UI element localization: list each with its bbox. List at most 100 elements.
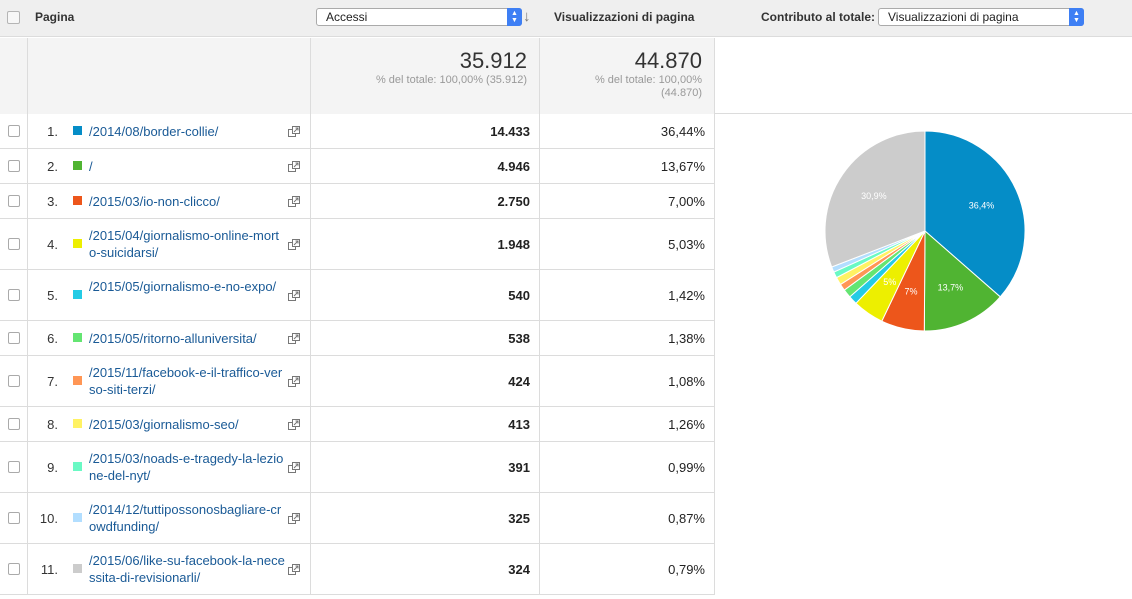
table-row: 11. /2015/06/like-su-facebook-la-necessit… <box>0 544 715 595</box>
pageviews-column-header[interactable]: Visualizzazioni di pagina <box>554 10 695 24</box>
table-row: 4. /2015/04/giornalismo-online-morto-suic… <box>0 219 715 270</box>
pageviews-percent: 7,00% <box>668 194 705 209</box>
page-link[interactable]: /2014/08/border-collie/ <box>89 124 219 139</box>
open-external-icon[interactable] <box>288 376 300 387</box>
sort-down-icon[interactable]: ↓ <box>523 8 531 25</box>
contribution-pie-chart: 36,4% 13,7% 7% 5% 30,9% <box>824 130 1026 332</box>
row-checkbox[interactable] <box>8 461 20 473</box>
row-checkbox[interactable] <box>8 195 20 207</box>
page-column-header[interactable]: Pagina <box>35 10 75 24</box>
pie-slice[interactable] <box>924 130 1026 298</box>
pie-slice-label: 7% <box>905 286 918 296</box>
color-swatch <box>73 196 82 205</box>
page-link[interactable]: /2014/12/tuttipossonosbagliare-crowdfund… <box>89 502 282 534</box>
row-number: 11. <box>40 562 58 577</box>
row-checkbox[interactable] <box>8 332 20 344</box>
row-checkbox[interactable] <box>8 512 20 524</box>
contribution-select[interactable]: Visualizzazioni di pagina ▲ ▼ <box>878 8 1084 26</box>
table-row: 8. /2015/03/giornalismo-seo/413 1,26% <box>0 407 715 442</box>
page-link[interactable]: /2015/05/giornalismo-e-no-expo/ <box>89 279 277 294</box>
pageviews-percent: 0,79% <box>668 562 705 577</box>
open-external-icon[interactable] <box>288 126 300 137</box>
pageviews-percent: 1,42% <box>668 288 705 303</box>
row-checkbox[interactable] <box>8 289 20 301</box>
row-number: 10. <box>39 511 58 526</box>
row-number: 4. <box>47 237 58 252</box>
table-row: 6. /2015/05/ritorno-alluniversita/538 1,38… <box>0 321 715 356</box>
open-external-icon[interactable] <box>288 196 300 207</box>
page-link[interactable]: /2015/03/giornalismo-seo/ <box>89 417 239 432</box>
color-swatch <box>73 564 82 573</box>
row-checkbox[interactable] <box>8 160 20 172</box>
row-number: 1. <box>47 124 58 139</box>
row-number: 6. <box>47 331 58 346</box>
contribution-select-value: Visualizzazioni di pagina <box>888 10 1019 24</box>
table-row: 5. /2015/05/giornalismo-e-no-expo/540 1,42… <box>0 270 715 321</box>
page-link[interactable]: /2015/04/giornalismo-online-morto-suicid… <box>89 228 280 260</box>
table-header: Pagina Accessi ▲ ▼ ↓ Visualizzazioni di p… <box>0 0 1132 37</box>
pageviews-percent: 1,38% <box>668 331 705 346</box>
accessi-value: 424 <box>508 374 530 389</box>
row-checkbox[interactable] <box>8 375 20 387</box>
page-link[interactable]: /2015/03/io-non-clicco/ <box>89 194 220 209</box>
row-number: 7. <box>47 374 58 389</box>
open-external-icon[interactable] <box>288 419 300 430</box>
row-number: 3. <box>47 194 58 209</box>
row-checkbox[interactable] <box>8 125 20 137</box>
color-swatch <box>73 333 82 342</box>
row-number: 8. <box>47 417 58 432</box>
accessi-value: 324 <box>508 562 530 577</box>
pie-slice-label: 5% <box>883 277 896 287</box>
pageviews-percent: 0,99% <box>668 460 705 475</box>
page-link[interactable]: /2015/11/facebook-e-il-traffico-verso-si… <box>89 365 283 397</box>
accessi-value: 1.948 <box>497 237 530 252</box>
open-external-icon[interactable] <box>288 513 300 524</box>
row-number: 9. <box>47 460 58 475</box>
accessi-value: 14.433 <box>490 124 530 139</box>
total-views-sub: % del totale: 100,00% (44.870) <box>594 74 702 99</box>
page-link[interactable]: / <box>89 159 93 174</box>
pie-slice-label: 36,4% <box>969 200 995 210</box>
page-link[interactable]: /2015/03/noads-e-tragedy-la-lezione-del-… <box>89 451 284 483</box>
open-external-icon[interactable] <box>288 462 300 473</box>
pie-slice[interactable] <box>923 229 1001 332</box>
color-swatch <box>73 462 82 471</box>
metric-select-value: Accessi <box>326 10 368 24</box>
pageviews-percent: 0,87% <box>668 511 705 526</box>
pie-slice[interactable] <box>824 130 926 268</box>
accessi-value: 4.946 <box>497 159 530 174</box>
pie-slice-label: 30,9% <box>861 191 887 201</box>
row-checkbox[interactable] <box>8 418 20 430</box>
open-external-icon[interactable] <box>288 239 300 250</box>
open-external-icon[interactable] <box>288 333 300 344</box>
open-external-icon[interactable] <box>288 290 300 301</box>
page-link[interactable]: /2015/06/like-su-facebook-la-necessita-d… <box>89 553 285 585</box>
color-swatch <box>73 239 82 248</box>
table-row: 1. /2014/08/border-collie/14.433 36,44% <box>0 114 715 149</box>
pageviews-percent: 1,08% <box>668 374 705 389</box>
row-checkbox[interactable] <box>8 238 20 250</box>
color-swatch <box>73 376 82 385</box>
row-checkbox[interactable] <box>8 563 20 575</box>
totals-row: 35.912 % del totale: 100,00% (35.912) 44… <box>0 38 1132 114</box>
pageviews-percent: 1,26% <box>668 417 705 432</box>
open-external-icon[interactable] <box>288 564 300 575</box>
select-all-checkbox[interactable] <box>7 11 20 24</box>
color-swatch <box>73 126 82 135</box>
contribution-label: Contributo al totale: <box>761 10 875 24</box>
page-link[interactable]: /2015/05/ritorno-alluniversita/ <box>89 331 257 346</box>
accessi-value: 413 <box>508 417 530 432</box>
color-swatch <box>73 161 82 170</box>
open-external-icon[interactable] <box>288 161 300 172</box>
pageviews-percent: 36,44% <box>660 124 705 139</box>
row-number: 5. <box>47 288 58 303</box>
color-swatch <box>73 290 82 299</box>
metric-select[interactable]: Accessi ▲ ▼ <box>316 8 522 26</box>
table-row: 7. /2015/11/facebook-e-il-traffico-verso-… <box>0 356 715 407</box>
total-accessi-sub: % del totale: 100,00% (35.912) <box>375 74 527 86</box>
color-swatch <box>73 419 82 428</box>
table-row: 3. /2015/03/io-non-clicco/2.750 7,00% <box>0 184 715 219</box>
table-row: 10. /2014/12/tuttipossonosbagliare-crowdf… <box>0 493 715 544</box>
accessi-value: 538 <box>508 331 530 346</box>
table-row: 9. /2015/03/noads-e-tragedy-la-lezione-de… <box>0 442 715 493</box>
